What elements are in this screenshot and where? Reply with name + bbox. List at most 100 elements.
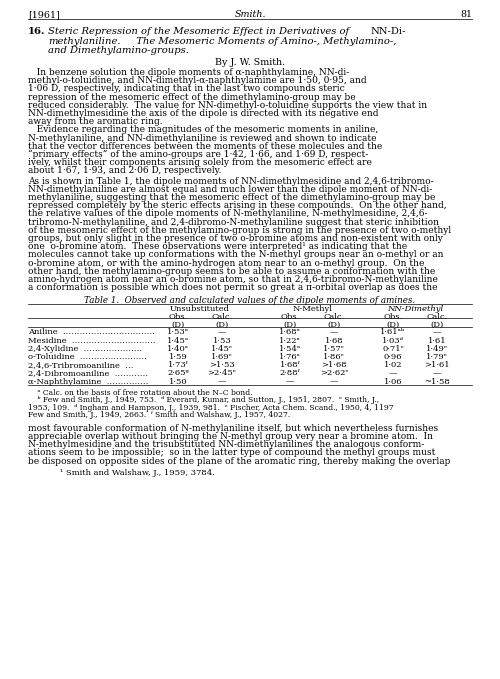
Text: 1·57ᵉ: 1·57ᵉ xyxy=(323,345,345,353)
Text: ively, whilst their components arising solely from the mesomeric effect are: ively, whilst their components arising s… xyxy=(28,158,372,167)
Text: 1·53: 1·53 xyxy=(212,337,232,345)
Text: ations seem to be impossible;  so in the latter type of compound the methyl grou: ations seem to be impossible; so in the … xyxy=(28,448,436,458)
Text: and Dimethylamino-groups.: and Dimethylamino-groups. xyxy=(48,46,189,55)
Text: (D): (D) xyxy=(172,320,184,329)
Text: >1·68: >1·68 xyxy=(321,361,347,369)
Text: —: — xyxy=(218,378,226,386)
Text: 16.: 16. xyxy=(28,27,46,36)
Text: 2,4,6-Tribromoaniline  …: 2,4,6-Tribromoaniline … xyxy=(28,361,134,369)
Text: about 1·67, 1·93, and 2·06 D, respectively.: about 1·67, 1·93, and 2·06 D, respective… xyxy=(28,166,222,175)
Text: be disposed on opposite sides of the plane of the aromatic ring, thereby making : be disposed on opposite sides of the pla… xyxy=(28,456,450,466)
Text: 1·61ᵃᵇ: 1·61ᵃᵇ xyxy=(380,329,406,336)
Text: 1·22ᵃ: 1·22ᵃ xyxy=(279,337,301,345)
Text: Obs.: Obs. xyxy=(280,314,299,321)
Text: Mesidine  …………………………: Mesidine ………………………… xyxy=(28,337,156,345)
Text: NN-dimethylaniline are almost equal and much lower than the dipole moment of NN-: NN-dimethylaniline are almost equal and … xyxy=(28,185,432,194)
Text: a conformation is possible which does not permit so great a π-orbital overlap as: a conformation is possible which does no… xyxy=(28,283,438,292)
Text: ᵃ Calc. on the basis of free rotation about the N–C bond.: ᵃ Calc. on the basis of free rotation ab… xyxy=(28,389,252,397)
Text: ~1·58: ~1·58 xyxy=(424,378,450,386)
Text: ᵇ Few and Smith, J., 1949, 753.  ᵈ Everard, Kumar, and Sutton, J., 1951, 2807.  : ᵇ Few and Smith, J., 1949, 753. ᵈ Everar… xyxy=(28,397,379,404)
Text: 1·03ᵈ: 1·03ᵈ xyxy=(382,337,404,345)
Text: >2·62ᵉ: >2·62ᵉ xyxy=(320,369,348,378)
Text: (D): (D) xyxy=(386,320,400,329)
Text: repressed completely by the steric effects arising in these compounds.  On the o: repressed completely by the steric effec… xyxy=(28,201,446,210)
Text: 1953, 109.  ᵈ Ingham and Hampson, J., 1939, 981.  ᵉ Fischer, Acta Chem. Scand., : 1953, 109. ᵈ Ingham and Hampson, J., 193… xyxy=(28,404,394,411)
Text: 2,4-Dibromoaniline  …………: 2,4-Dibromoaniline ………… xyxy=(28,369,148,378)
Text: —: — xyxy=(433,329,441,336)
Text: 1·86ᵉ: 1·86ᵉ xyxy=(323,353,345,361)
Text: N-Methyl: N-Methyl xyxy=(293,306,333,314)
Text: Smith.: Smith. xyxy=(234,10,266,19)
Text: other hand, the methylamino-group seems to be able to assume a conformation with: other hand, the methylamino-group seems … xyxy=(28,267,435,276)
Text: repression of the mesomeric effect of the dimethylamino-group may be: repression of the mesomeric effect of th… xyxy=(28,92,355,102)
Text: Calc.: Calc. xyxy=(212,314,233,321)
Text: Calc.: Calc. xyxy=(324,314,344,321)
Text: 1·06 D, respectively, indicating that in the last two compounds steric: 1·06 D, respectively, indicating that in… xyxy=(28,84,345,94)
Text: The Mesomeric Moments of Amino-, Methylamino-,: The Mesomeric Moments of Amino-, Methyla… xyxy=(130,37,396,45)
Text: reduced considerably.  The value for NN-dimethyl-ο-toluidine supports the view t: reduced considerably. The value for NN-d… xyxy=(28,100,427,110)
Text: —: — xyxy=(389,369,397,378)
Text: —: — xyxy=(433,369,441,378)
Text: Aniline  ……………………………: Aniline …………………………… xyxy=(28,329,155,336)
Text: Evidence regarding the magnitudes of the mesomeric moments in aniline,: Evidence regarding the magnitudes of the… xyxy=(28,126,378,134)
Text: 1·68ᶠ: 1·68ᶠ xyxy=(280,361,300,369)
Text: 1·73ᶠ: 1·73ᶠ xyxy=(168,361,188,369)
Text: 2,4-Xylidine  …………………: 2,4-Xylidine ………………… xyxy=(28,345,142,353)
Text: ¹ Smith and Walshaw, J., 1959, 3784.: ¹ Smith and Walshaw, J., 1959, 3784. xyxy=(60,469,215,477)
Text: Obs.: Obs. xyxy=(384,314,402,321)
Text: 1·40ᵃ: 1·40ᵃ xyxy=(167,345,189,353)
Text: —: — xyxy=(218,329,226,336)
Text: 1·76ᵃ: 1·76ᵃ xyxy=(279,353,301,361)
Text: methylaniline, suggesting that the mesomeric effect of the dimethylamino-group m: methylaniline, suggesting that the mesom… xyxy=(28,193,436,202)
Text: —: — xyxy=(286,378,294,386)
Text: that the vector differences between the moments of these molecules and the: that the vector differences between the … xyxy=(28,142,382,151)
Text: ο-bromine atom, or with the amino-hydrogen atom near to an ο-methyl group.  On t: ο-bromine atom, or with the amino-hydrog… xyxy=(28,259,424,268)
Text: α-Naphthylamine  ……………: α-Naphthylamine …………… xyxy=(28,378,148,386)
Text: N-methylmesidine and the trisubstituted NN-dimethylanilines the analogous confor: N-methylmesidine and the trisubstituted … xyxy=(28,440,424,449)
Text: —: — xyxy=(330,378,338,386)
Text: tribromo-N-methylaniline, and 2,4-dibromo-N-methylaniline suggest that steric in: tribromo-N-methylaniline, and 2,4-dibrom… xyxy=(28,217,439,227)
Text: appreciable overlap without bringing the N-methyl group very near a bromine atom: appreciable overlap without bringing the… xyxy=(28,432,433,441)
Text: >1·61: >1·61 xyxy=(424,361,450,369)
Text: 1·68ᵃ: 1·68ᵃ xyxy=(279,329,301,336)
Text: groups, but only slight in the presence of two ο-bromine atoms and non-existent : groups, but only slight in the presence … xyxy=(28,234,443,243)
Text: Unsubstituted: Unsubstituted xyxy=(170,306,230,314)
Text: NN-dimethylmesidine the axis of the dipole is directed with its negative end: NN-dimethylmesidine the axis of the dipo… xyxy=(28,109,378,118)
Text: amino-hydrogen atom near an ο-bromine atom, so that in 2,4,6-tribromo-N-methylan: amino-hydrogen atom near an ο-bromine at… xyxy=(28,275,438,284)
Text: 1·79ᵉ: 1·79ᵉ xyxy=(426,353,448,361)
Text: 1·68: 1·68 xyxy=(324,337,344,345)
Text: 2·88ᶠ: 2·88ᶠ xyxy=(280,369,300,378)
Text: most favourable conformation of N-methylaniline itself, but which nevertheless f: most favourable conformation of N-methyl… xyxy=(28,424,438,433)
Text: N-methylaniline, and NN-dimethylaniline is reviewed and shown to indicate: N-methylaniline, and NN-dimethylaniline … xyxy=(28,134,376,143)
Text: In benzene solution the dipole moments of α-naphthylamine, NN-di-: In benzene solution the dipole moments o… xyxy=(28,68,349,77)
Text: ο-Toluidine  ……………………: ο-Toluidine …………………… xyxy=(28,353,147,361)
Text: >2·45ᵉ: >2·45ᵉ xyxy=(208,369,236,378)
Text: 1·02: 1·02 xyxy=(384,361,402,369)
Text: (D): (D) xyxy=(216,320,228,329)
Text: 1·61: 1·61 xyxy=(428,337,446,345)
Text: 1·59: 1·59 xyxy=(168,353,188,361)
Text: (D): (D) xyxy=(430,320,444,329)
Text: the relative values of the dipole moments of N-methylaniline, N-methylmesidine, : the relative values of the dipole moment… xyxy=(28,209,427,219)
Text: [1961]: [1961] xyxy=(28,10,60,19)
Text: (D): (D) xyxy=(328,320,340,329)
Text: Table 1.  Observed and calculated values of the dipole moments of amines.: Table 1. Observed and calculated values … xyxy=(84,297,415,306)
Text: NN-Di-: NN-Di- xyxy=(370,27,406,36)
Text: (D): (D) xyxy=(284,320,296,329)
Text: methyl-ο-toluidine, and NN-dimethyl-α-naphthylamine are 1·50, 0·95, and: methyl-ο-toluidine, and NN-dimethyl-α-na… xyxy=(28,76,366,85)
Text: away from the aromatic ring.: away from the aromatic ring. xyxy=(28,117,162,126)
Text: By J. W. Smith.: By J. W. Smith. xyxy=(215,58,285,67)
Text: 1·06: 1·06 xyxy=(384,378,402,386)
Text: Obs.: Obs. xyxy=(168,314,188,321)
Text: Steric Repression of the Mesomeric Effect in Derivatives of: Steric Repression of the Mesomeric Effec… xyxy=(48,27,352,36)
Text: Calc.: Calc. xyxy=(426,314,448,321)
Text: 1·49ᵉ: 1·49ᵉ xyxy=(426,345,448,353)
Text: >1·53: >1·53 xyxy=(209,361,235,369)
Text: 2·65ᵍ: 2·65ᵍ xyxy=(167,369,189,378)
Text: methylaniline.: methylaniline. xyxy=(48,37,120,45)
Text: 81: 81 xyxy=(460,10,472,19)
Text: 1·45ᵉ: 1·45ᵉ xyxy=(211,345,233,353)
Text: 1·50: 1·50 xyxy=(168,378,188,386)
Text: 0·71ᵉ: 0·71ᵉ xyxy=(382,345,404,353)
Text: NN-Dimethyl: NN-Dimethyl xyxy=(387,306,443,314)
